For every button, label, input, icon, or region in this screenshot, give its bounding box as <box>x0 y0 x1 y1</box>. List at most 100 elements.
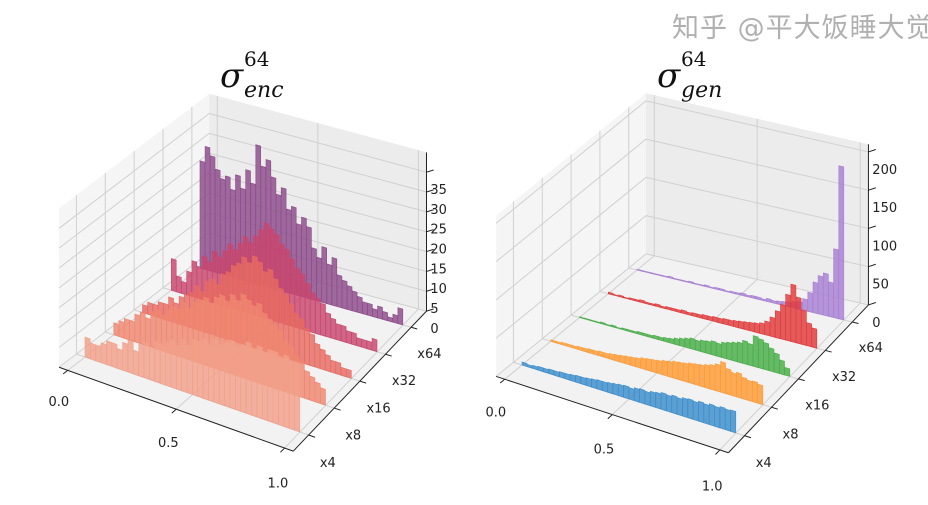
z-tick-label: 100 <box>872 239 897 254</box>
bar <box>742 339 749 365</box>
z-tick-label: 200 <box>872 163 897 178</box>
bar <box>84 336 91 360</box>
bar <box>755 296 762 301</box>
depth-tick-label: x32 <box>832 370 856 385</box>
bar <box>149 347 155 382</box>
bar <box>661 359 668 377</box>
bar <box>199 160 206 270</box>
x-tick-label: 1.0 <box>268 476 289 491</box>
bar <box>687 398 694 420</box>
bar <box>397 307 404 326</box>
watermark: 知乎 @平大饭睡大觉 <box>672 13 928 44</box>
bar <box>635 357 642 369</box>
bar <box>688 362 695 385</box>
bar <box>361 338 368 350</box>
bar <box>288 360 295 431</box>
bar <box>748 321 755 333</box>
z-tick-label: 20 <box>430 243 447 258</box>
bar <box>192 338 198 397</box>
x-tick-mark <box>62 369 69 375</box>
bar <box>692 400 699 422</box>
bar <box>304 327 310 366</box>
bar <box>752 335 759 368</box>
bar <box>340 324 347 343</box>
x-tick-label: 0.5 <box>158 436 179 451</box>
bar <box>95 344 102 364</box>
depth-tick-label: x8 <box>345 429 361 444</box>
bar <box>780 303 786 341</box>
bar <box>623 384 630 400</box>
bar <box>764 320 771 337</box>
bar <box>838 165 845 321</box>
bar <box>644 390 651 407</box>
bar <box>724 408 731 432</box>
z-tick-label: 5 <box>430 302 438 317</box>
bar <box>596 379 603 391</box>
bar <box>731 341 738 363</box>
bar <box>304 282 311 333</box>
bar <box>709 363 716 391</box>
bar <box>673 337 680 346</box>
bar <box>763 342 770 371</box>
bar <box>612 382 619 396</box>
bar <box>651 358 658 374</box>
bar <box>575 374 581 385</box>
bar <box>124 317 130 341</box>
x-tick-mark <box>171 408 177 414</box>
bar <box>817 275 824 316</box>
series-x64 <box>636 165 845 321</box>
bar <box>705 340 712 355</box>
bar <box>680 309 687 315</box>
bar <box>640 357 647 371</box>
bar <box>330 359 336 374</box>
depth-tick-label: x16 <box>366 401 390 416</box>
depth-tick-label: x64 <box>417 347 441 362</box>
depth-tick-mark <box>308 434 316 438</box>
bar <box>656 359 663 375</box>
z-tick-mark <box>426 268 434 272</box>
bar <box>224 341 231 409</box>
bar <box>619 354 626 364</box>
title-superscript: 64 <box>244 47 270 71</box>
bar <box>240 343 247 414</box>
bar <box>278 356 285 427</box>
bar <box>677 361 684 382</box>
bar <box>601 380 608 393</box>
bar <box>667 360 673 379</box>
bar <box>345 368 352 379</box>
bar <box>367 302 373 317</box>
x-tick-label: 0.0 <box>48 395 69 410</box>
bar <box>106 340 112 367</box>
bar <box>795 296 802 345</box>
bar <box>256 345 263 420</box>
bar <box>176 344 182 392</box>
bar <box>356 337 362 348</box>
bar <box>262 350 268 422</box>
bar <box>580 376 587 386</box>
bar <box>160 343 166 386</box>
bar <box>356 295 363 314</box>
bar <box>326 263 333 306</box>
bar <box>679 337 685 348</box>
bar <box>639 299 645 304</box>
bar <box>197 340 204 399</box>
z-tick-mark <box>426 209 434 213</box>
depth-tick-label: x16 <box>805 399 829 414</box>
bar <box>229 339 236 410</box>
bar <box>335 323 342 342</box>
series-x4 <box>521 361 737 434</box>
bar <box>315 297 321 336</box>
bar <box>768 347 775 373</box>
bar <box>298 317 305 365</box>
bar <box>122 341 129 373</box>
bar <box>335 361 342 376</box>
bar <box>316 256 322 303</box>
bar <box>654 303 661 308</box>
bar <box>90 342 96 362</box>
depth-tick-label: x32 <box>392 374 416 389</box>
bar <box>722 318 729 326</box>
depth-tick-mark <box>771 406 779 410</box>
bar <box>752 380 758 404</box>
bar <box>741 376 748 401</box>
